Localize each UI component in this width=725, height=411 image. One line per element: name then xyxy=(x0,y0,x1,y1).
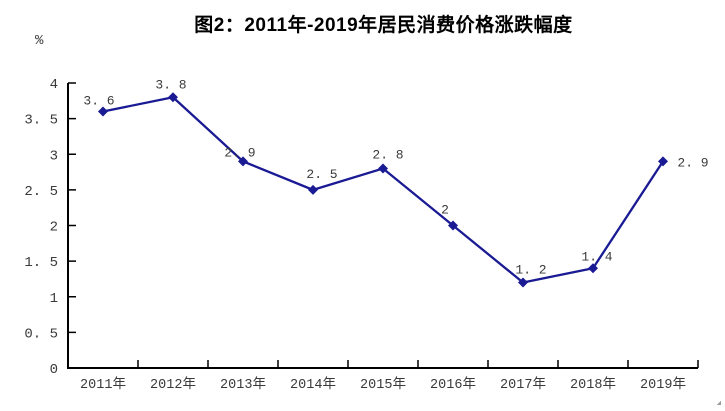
data-point-label: 2. 9 xyxy=(224,145,255,160)
y-tick-label: 3. 5 xyxy=(24,113,58,129)
data-point-label: 2. 9 xyxy=(677,155,708,170)
x-tick-label: 2011年 xyxy=(80,376,126,393)
data-point-label: 1. 2 xyxy=(515,263,546,278)
corner-artifact xyxy=(717,401,721,405)
data-point-label: 3. 8 xyxy=(155,77,186,92)
data-point-marker xyxy=(448,220,458,231)
data-point-marker xyxy=(588,263,598,274)
y-tick-label: 2 xyxy=(50,220,58,236)
y-tick-label: 0 xyxy=(50,362,58,378)
x-tick-label: 2012年 xyxy=(150,376,196,393)
data-point-marker xyxy=(378,163,388,174)
chart-title: 图2：2011年-2019年居民消费价格涨跌幅度 xyxy=(194,15,573,36)
x-tick-label: 2018年 xyxy=(570,376,616,393)
x-tick-label: 2017年 xyxy=(500,376,546,393)
series-line xyxy=(102,96,664,284)
data-point-label: 3. 6 xyxy=(83,94,114,109)
data-point-marker xyxy=(308,184,318,195)
y-tick-label: 0. 5 xyxy=(24,326,58,342)
data-point-marker xyxy=(658,156,668,167)
data-point-marker xyxy=(98,106,108,117)
x-tick-label: 2015年 xyxy=(360,376,406,393)
y-tick-label: 4 xyxy=(50,77,58,93)
y-tick-label: 1 xyxy=(50,291,58,307)
x-tick-label: 2016年 xyxy=(430,376,476,393)
y-tick-label: 3 xyxy=(50,148,58,164)
data-point-marker xyxy=(168,92,178,103)
x-tick-label: 2014年 xyxy=(290,376,336,393)
data-point-label: 2. 5 xyxy=(306,167,337,182)
x-tick-label: 2019年 xyxy=(640,376,686,393)
data-point-marker xyxy=(518,277,528,288)
data-point-label: 2. 8 xyxy=(372,148,403,163)
x-tick-label: 2013年 xyxy=(220,376,266,393)
y-tick-label: 2. 5 xyxy=(24,184,58,200)
y-axis-unit-label: % xyxy=(35,33,44,49)
data-point-label: 1. 4 xyxy=(581,249,612,264)
data-point-marker xyxy=(238,156,248,167)
data-point-label: 2 xyxy=(441,203,449,218)
y-tick-label: 1. 5 xyxy=(24,255,58,271)
